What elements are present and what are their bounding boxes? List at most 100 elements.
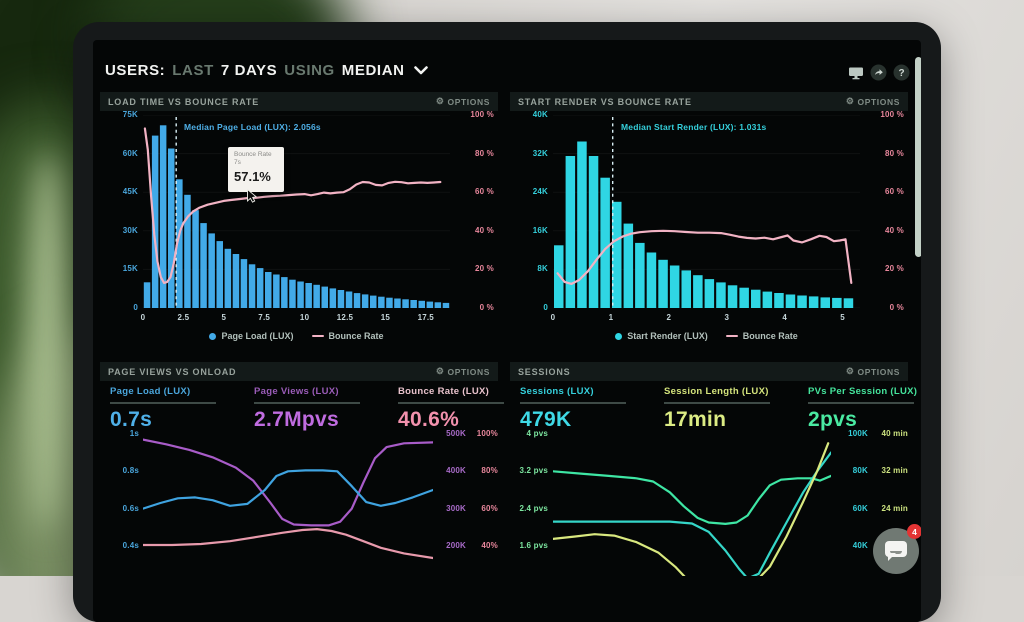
axis-tick-label: 0.6s xyxy=(122,503,139,513)
metric-bounce-rate: Bounce Rate (LUX) 40.6% xyxy=(398,386,516,432)
tooltip-x-value: 7s xyxy=(234,159,241,166)
axis-tick-label: 20 % xyxy=(474,264,494,274)
axis-tick-label: 2.5 xyxy=(177,313,190,322)
axis-tick-label: 1 xyxy=(608,313,614,322)
series-line xyxy=(141,469,435,510)
axis-tick-label: 100 % xyxy=(880,110,904,119)
axis-tick-label: 2.4 pvs xyxy=(519,503,548,513)
bars-series xyxy=(143,125,450,308)
title-range: 7 DAYS xyxy=(220,61,278,79)
panel-load-time-vs-bounce-rate: LOAD TIME VS BOUNCE RATE ⚙ OPTIONS Median… xyxy=(100,92,498,354)
scrollbar-thumb[interactable] xyxy=(915,57,921,257)
axis-tick-label: 75K xyxy=(122,110,138,119)
axis-tick-label: 24 min xyxy=(881,503,908,513)
panel-sessions: SESSIONS ⚙ OPTIONS Sessions (LUX) 479K Se… xyxy=(510,362,917,622)
gear-icon: ⚙ xyxy=(845,96,855,106)
series-line xyxy=(551,470,833,526)
axis-tick-label: 60 % xyxy=(474,187,494,197)
legend-line xyxy=(725,334,738,338)
axis-tick-label: 400K xyxy=(446,466,466,476)
legend-dot xyxy=(209,332,217,340)
axis-tick-label: 300K xyxy=(446,503,466,513)
axis-tick-label: 45K xyxy=(122,187,138,197)
axis-tick-label: 15 xyxy=(380,313,391,322)
mouse-cursor xyxy=(247,189,257,203)
series-line xyxy=(141,438,435,527)
options-button[interactable]: ⚙ OPTIONS xyxy=(435,96,490,107)
tooltip-series: Bounce Rate xyxy=(234,151,272,158)
axis-tick-label: 0 xyxy=(133,303,138,312)
monitor-screen: USERS: LAST 7 DAYS USING MEDIAN ? xyxy=(73,22,941,622)
notification-badge: 4 xyxy=(907,524,921,539)
axis-tick-label: 12.5 xyxy=(336,313,354,322)
gear-icon: ⚙ xyxy=(435,366,445,376)
help-icon[interactable]: ? xyxy=(893,64,910,81)
axis-tick-label: 3 xyxy=(724,313,730,322)
axis-tick-label: 40 % xyxy=(884,225,904,235)
legend-item[interactable]: Start Render (LUX) xyxy=(615,331,708,341)
axis-tick-label: 16K xyxy=(532,225,548,235)
options-button[interactable]: ⚙ OPTIONS xyxy=(435,366,490,377)
series-line xyxy=(551,442,830,588)
axis-tick-label: 24K xyxy=(532,187,548,197)
tooltip-value: 57.1% xyxy=(234,169,271,184)
title-users: USERS: xyxy=(105,61,166,79)
metric-row: Page Load (LUX) 0.7s Page Views (LUX) 2.… xyxy=(110,386,516,432)
panel-start-render-vs-bounce-rate: START RENDER VS BOUNCE RATE ⚙ OPTIONS Med… xyxy=(510,92,908,354)
chat-widget-button[interactable]: 4 xyxy=(873,524,921,574)
bounce-rate-line xyxy=(556,229,853,285)
panel-title: SESSIONS xyxy=(518,366,571,377)
axis-tick-label: 0 xyxy=(550,313,556,322)
median-line-label: Median Page Load (LUX): 2.056s xyxy=(184,122,321,132)
legend-item[interactable]: Page Load (LUX) xyxy=(209,331,294,341)
options-button[interactable]: ⚙ OPTIONS xyxy=(845,366,900,377)
dashboard: USERS: LAST 7 DAYS USING MEDIAN ? xyxy=(93,40,921,622)
title-last: LAST xyxy=(172,61,214,79)
chart-legend: Page Load (LUX) Bounce Rate xyxy=(143,331,450,341)
legend-item[interactable]: Bounce Rate xyxy=(725,331,798,341)
axis-tick-label: 1.6 pvs xyxy=(519,540,548,550)
chat-bubble-icon xyxy=(885,541,907,561)
axis-tick-label: 20 % xyxy=(884,264,904,274)
gear-icon: ⚙ xyxy=(435,96,445,106)
sessions-chart[interactable] xyxy=(551,426,833,588)
load-time-chart[interactable] xyxy=(143,114,450,309)
legend-item[interactable]: Bounce Rate xyxy=(311,331,384,341)
axis-tick-label: 30K xyxy=(122,225,138,235)
panel-titlebar: SESSIONS ⚙ OPTIONS xyxy=(510,362,908,381)
title-using: USING xyxy=(284,61,335,79)
axis-tick-label: 80K xyxy=(852,466,868,476)
axis-tick-label: 100K xyxy=(848,429,868,438)
axis-tick-label: 0 % xyxy=(479,303,494,312)
dashboard-title-dropdown[interactable]: USERS: LAST 7 DAYS USING MEDIAN xyxy=(105,58,428,82)
axis-tick-label: 10 xyxy=(299,313,310,322)
axis-tick-label: 5 xyxy=(840,313,845,322)
panel-titlebar: PAGE VIEWS VS ONLOAD ⚙ OPTIONS xyxy=(100,362,498,381)
axis-tick-label: 60% xyxy=(481,503,498,513)
axis-tick-label: 40K xyxy=(852,540,868,550)
metric-pvs-per-session: PVs Per Session (LUX) 2pvs xyxy=(808,386,918,431)
metric-row: Sessions (LUX) 479K Session Length (LUX)… xyxy=(520,386,921,432)
axis-tick-label: 60K xyxy=(852,503,868,513)
display-icon[interactable] xyxy=(847,64,864,81)
axis-tick-label: 4 xyxy=(782,313,788,322)
axis-tick-label: 80 % xyxy=(474,148,494,158)
axis-tick-label: 40K xyxy=(532,110,548,119)
start-render-chart[interactable] xyxy=(553,114,860,309)
axis-tick-label: 4 pvs xyxy=(526,429,548,438)
legend-dot xyxy=(615,332,623,340)
options-button[interactable]: ⚙ OPTIONS xyxy=(845,96,900,107)
axis-tick-label: 0 % xyxy=(889,303,904,312)
bounce-rate-line xyxy=(143,127,442,284)
svg-text:?: ? xyxy=(898,68,904,79)
axis-tick-label: 3.2 pvs xyxy=(519,466,548,476)
axis-tick-label: 8K xyxy=(537,264,548,274)
panel-page-views-vs-onload: PAGE VIEWS VS ONLOAD ⚙ OPTIONS Page Load … xyxy=(100,362,504,622)
share-icon[interactable] xyxy=(870,64,887,81)
axis-tick-label: 0.4s xyxy=(122,540,139,550)
axis-tick-label: 100 % xyxy=(470,110,494,119)
chevron-down-icon xyxy=(413,65,428,74)
axis-tick-label: 5 xyxy=(221,313,227,322)
page-views-chart[interactable] xyxy=(141,426,435,576)
axis-tick-label: 500K xyxy=(446,429,466,438)
